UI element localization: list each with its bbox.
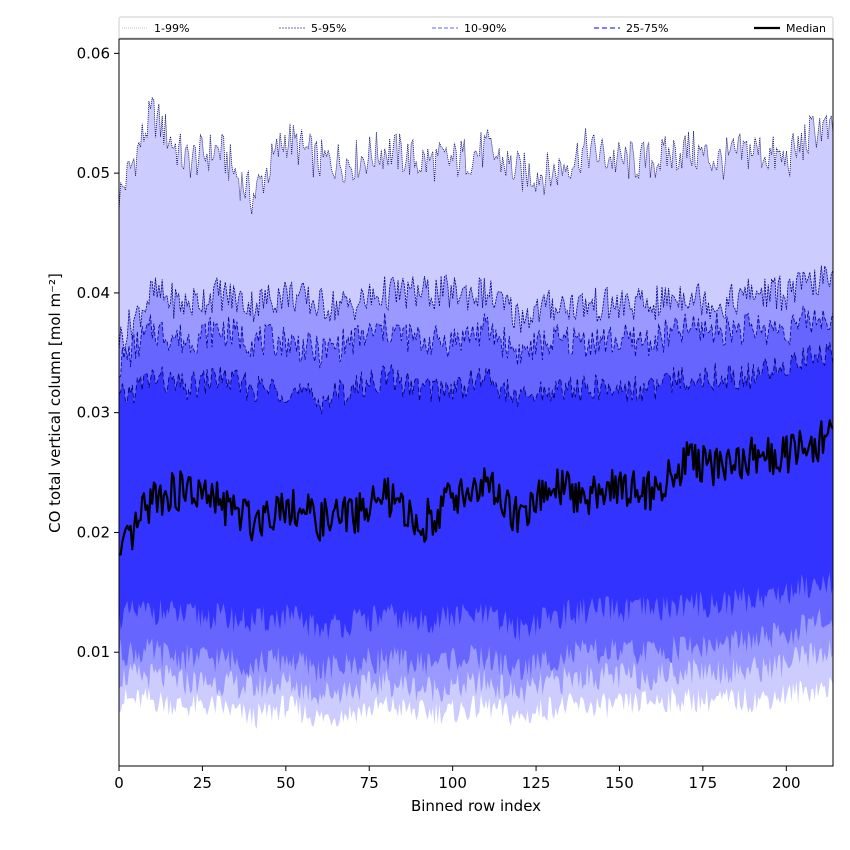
x-axis: 0 25 50 75 100 125 150 175 200 <box>114 766 801 792</box>
legend-item-Median: Median <box>754 22 826 35</box>
legend-label: 10-90% <box>464 22 506 35</box>
bands-layer <box>119 96 833 729</box>
x-tick-label: 125 <box>522 774 551 792</box>
x-tick-label: 200 <box>772 774 801 792</box>
band-upper-edge-10-90% <box>119 305 833 378</box>
legend-label: Median <box>786 22 826 35</box>
legend-item-1-99%: 1-99% <box>122 22 189 35</box>
band-upper-edge-1-99% <box>119 96 833 215</box>
legend-label: 5-95% <box>311 22 346 35</box>
y-axis: 0.01 0.02 0.03 0.04 0.05 0.06 <box>77 44 119 661</box>
x-tick-label: 50 <box>276 774 295 792</box>
median-layer <box>119 419 833 556</box>
y-tick-label: 0.05 <box>77 164 110 182</box>
x-tick-label: 175 <box>689 774 718 792</box>
legend-label: 1-99% <box>154 22 189 35</box>
x-axis-label: Binned row index <box>411 797 541 815</box>
legend-label: 25-75% <box>626 22 668 35</box>
band-upper-edge-25-75% <box>119 342 833 415</box>
legend-box <box>118 16 834 39</box>
x-tick-label: 100 <box>438 774 467 792</box>
y-tick-label: 0.03 <box>77 404 110 422</box>
x-tick-label: 0 <box>114 774 124 792</box>
plot-frame <box>118 38 834 767</box>
legend-item-25-75%: 25-75% <box>594 22 668 35</box>
band-upper-edge-5-95% <box>119 265 833 352</box>
y-tick-label: 0.01 <box>77 643 110 661</box>
legend: 1-99% 5-95% 10-90% 25-75% Median <box>118 16 834 39</box>
y-axis-label: CO total vertical column [mol m⁻²] <box>46 273 64 533</box>
y-tick-label: 0.04 <box>77 284 110 302</box>
legend-item-10-90%: 10-90% <box>432 22 506 35</box>
x-tick-label: 75 <box>360 774 379 792</box>
legend-item-5-95%: 5-95% <box>279 22 346 35</box>
y-tick-label: 0.02 <box>77 523 110 541</box>
median-line <box>119 419 833 556</box>
x-tick-label: 150 <box>605 774 634 792</box>
y-tick-label: 0.06 <box>77 44 110 62</box>
x-tick-label: 25 <box>193 774 212 792</box>
